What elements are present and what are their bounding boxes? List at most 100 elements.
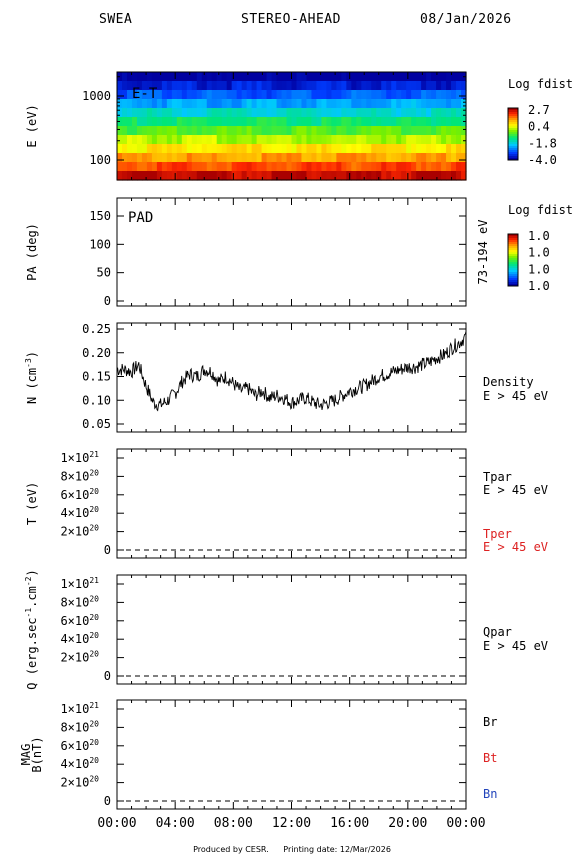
y-axis-label-text: PA (deg)	[25, 223, 39, 281]
colorbar-frame	[507, 233, 519, 287]
header-left: SWEA	[99, 12, 133, 27]
panel-frame-3	[116, 448, 467, 559]
heatmap-cell	[216, 144, 223, 154]
heatmap-cell	[251, 99, 258, 109]
heatmap-cell	[141, 153, 148, 163]
heatmap-cell	[161, 135, 168, 145]
heatmap-cell	[356, 153, 362, 163]
heatmap-cell	[436, 171, 442, 181]
heatmap-cell	[131, 108, 138, 118]
heatmap-cell	[291, 144, 298, 154]
heatmap-cell	[276, 99, 283, 109]
heatmap-cell	[396, 153, 402, 163]
heatmap-cell	[121, 81, 128, 91]
heatmap-cell	[246, 135, 253, 145]
heatmap-cell	[176, 126, 183, 136]
heatmap-cell	[121, 162, 128, 172]
heatmap-cell	[451, 81, 457, 91]
heatmap-cell	[376, 162, 382, 172]
heatmap-cell	[386, 162, 392, 172]
heatmap-cell	[346, 72, 352, 82]
heatmap-cell	[296, 162, 303, 172]
heatmap-cell	[141, 72, 148, 82]
heatmap-cell	[401, 90, 407, 100]
heatmap-cell	[151, 117, 158, 127]
heatmap-cell	[366, 171, 372, 181]
heatmap-cell	[206, 153, 213, 163]
heatmap-cell	[451, 144, 457, 154]
heatmap-cell	[361, 135, 367, 145]
heatmap-cell	[226, 81, 233, 91]
heatmap-cell	[136, 126, 143, 136]
heatmap-cell	[391, 153, 397, 163]
heatmap-cell	[416, 126, 422, 136]
heatmap-cell	[241, 171, 248, 181]
heatmap-cell	[341, 171, 347, 181]
heatmap-cell	[316, 108, 323, 118]
heatmap-cell	[341, 126, 347, 136]
colorbar-segment	[508, 112, 518, 115]
colorbar-segment	[508, 266, 518, 269]
heatmap-cell	[396, 117, 402, 127]
heatmap-cell	[361, 144, 367, 154]
heatmap-cell	[216, 126, 223, 136]
heatmap-cell	[206, 117, 213, 127]
y-tick-label: 0.25	[82, 322, 111, 336]
heatmap-cell	[301, 90, 308, 100]
colorbar-segment	[508, 138, 518, 141]
heatmap-cell	[117, 162, 123, 172]
heatmap-cell	[171, 90, 178, 100]
heatmap-cell	[346, 90, 352, 100]
heatmap-cell	[146, 126, 153, 136]
colorbar-tick-label: 1.0	[528, 229, 550, 243]
heatmap-cell	[321, 72, 327, 82]
heatmap-cell	[451, 126, 457, 136]
heatmap-cell	[456, 135, 462, 145]
heatmap-cell	[251, 153, 258, 163]
heatmap-cell	[186, 117, 193, 127]
heatmap-cell	[226, 99, 233, 109]
heatmap-cell	[216, 90, 223, 100]
heatmap-cell	[131, 144, 138, 154]
heatmap-cell	[236, 81, 243, 91]
legend-density: E > 45 eV	[483, 389, 548, 403]
colorbar-segment	[508, 260, 518, 263]
heatmap-cell	[181, 162, 188, 172]
heatmap-cell	[426, 126, 432, 136]
colorbar-segment	[508, 108, 518, 111]
heatmap-cell	[216, 153, 223, 163]
heatmap-cell	[251, 90, 258, 100]
heatmap-cell	[401, 126, 407, 136]
heatmap-cell	[246, 153, 253, 163]
heatmap-cell	[231, 135, 238, 145]
heatmap-cell	[441, 126, 447, 136]
legend-temperature: Tper	[483, 527, 512, 541]
heatmap-cell	[201, 171, 208, 181]
heatmap-cell	[421, 162, 427, 172]
heatmap-cell	[151, 126, 158, 136]
heatmap-cell	[191, 135, 198, 145]
heatmap-cell	[246, 81, 253, 91]
heatmap-cell	[316, 99, 323, 109]
heatmap-cell	[271, 153, 278, 163]
heatmap-cell	[336, 81, 342, 91]
y-tick-label: 8×1020	[60, 719, 99, 734]
heatmap-cell	[336, 90, 342, 100]
heatmap-cell	[381, 90, 387, 100]
heatmap-cell	[141, 90, 148, 100]
heatmap-cell	[301, 126, 308, 136]
heatmap-cell	[371, 90, 377, 100]
heatmap-cell	[161, 99, 168, 109]
heatmap-cell	[386, 99, 392, 109]
heatmap-cell	[276, 144, 283, 154]
heatmap-cell	[231, 81, 238, 91]
heatmap-cell	[306, 108, 313, 118]
y-tick-label: 1000	[82, 89, 111, 103]
heatmap-cell	[191, 144, 198, 154]
heatmap-cell	[426, 108, 432, 118]
heatmap-cell	[321, 108, 327, 118]
heatmap-cell	[276, 126, 283, 136]
heatmap-cell	[406, 108, 412, 118]
heatmap-cell	[236, 153, 243, 163]
heatmap-cell	[446, 99, 452, 109]
